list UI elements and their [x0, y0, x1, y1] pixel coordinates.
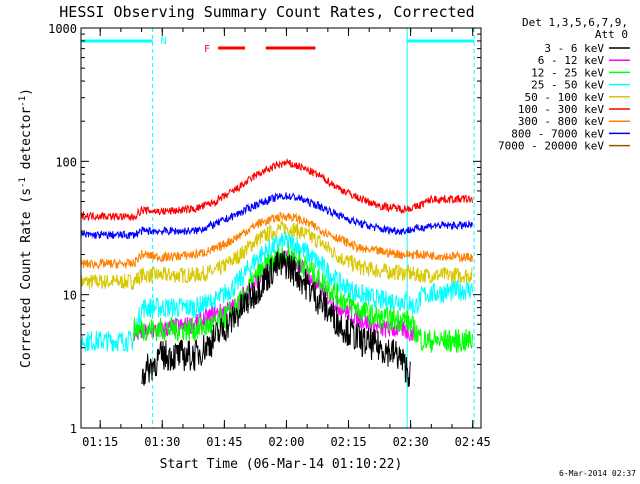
- x-tick-label: 02:15: [330, 435, 366, 449]
- legend-header-line1: Det 1,3,5,6,7,9,: [522, 16, 628, 29]
- y-tick-label: 1: [70, 422, 77, 436]
- x-tick-label: 01:30: [144, 435, 180, 449]
- legend-entry-label: 12 - 25 keV: [531, 66, 604, 79]
- x-tick-label: 02:30: [393, 435, 429, 449]
- series-line: [133, 243, 473, 353]
- legend-entry-label: 7000 - 20000 keV: [498, 140, 604, 153]
- series-line: [80, 231, 473, 353]
- legend-entry-label: 50 - 100 keV: [525, 91, 605, 104]
- series-100-300-kev: [80, 157, 473, 222]
- series-300-800-kev: [80, 211, 473, 270]
- series-line: [80, 157, 473, 222]
- series-line: [80, 220, 473, 290]
- legend-entry-label: 6 - 12 keV: [538, 54, 605, 67]
- x-tick-label: 02:45: [455, 435, 491, 449]
- footer-timestamp: 6-Mar-2014 02:37: [559, 469, 636, 478]
- legend-entry-label: 100 - 300 keV: [518, 103, 604, 116]
- x-axis-label: Start Time (06-Mar-14 01:10:22): [160, 457, 403, 472]
- plot-frame: [80, 27, 482, 429]
- x-tick-label: 02:00: [268, 435, 304, 449]
- y-tick-label: 100: [55, 155, 77, 169]
- y-tick-label: 1000: [48, 22, 77, 36]
- series-3-6-kev: [141, 250, 411, 388]
- legend-entry-label: 300 - 800 keV: [518, 115, 604, 128]
- legend-entry-label: 25 - 50 keV: [531, 79, 604, 92]
- legend-entry-label: 3 - 6 keV: [544, 42, 604, 55]
- x-axis-ticks: 01:15 01:30 01:45 02:00 02:15 02:30 02:45: [82, 28, 491, 449]
- night-label: N: [161, 36, 167, 47]
- series-layer: [80, 157, 473, 388]
- series-25-50-kev: [80, 231, 473, 353]
- legend-header-line2: Att 0: [595, 28, 628, 41]
- flare-label: F: [204, 44, 210, 55]
- series-line: [141, 250, 411, 388]
- chart-title: HESSI Observing Summary Count Rates, Cor…: [59, 3, 474, 21]
- series-line: [80, 192, 473, 240]
- flare-periods: F: [204, 44, 316, 55]
- legend-entry-label: 800 - 7000 keV: [511, 127, 604, 140]
- series-12-25-kev: [133, 243, 473, 353]
- y-axis-label: Corrected Count Rate (s-1 detector-1): [18, 88, 34, 368]
- x-tick-label: 01:15: [82, 435, 118, 449]
- y-tick-label: 10: [63, 289, 77, 303]
- y-axis-ticks: 1 10 100 1000: [48, 22, 481, 436]
- series-50-100-kev: [80, 220, 473, 290]
- series-line: [80, 211, 473, 270]
- x-tick-label: 01:45: [206, 435, 242, 449]
- series-800-7000-kev: [80, 192, 473, 240]
